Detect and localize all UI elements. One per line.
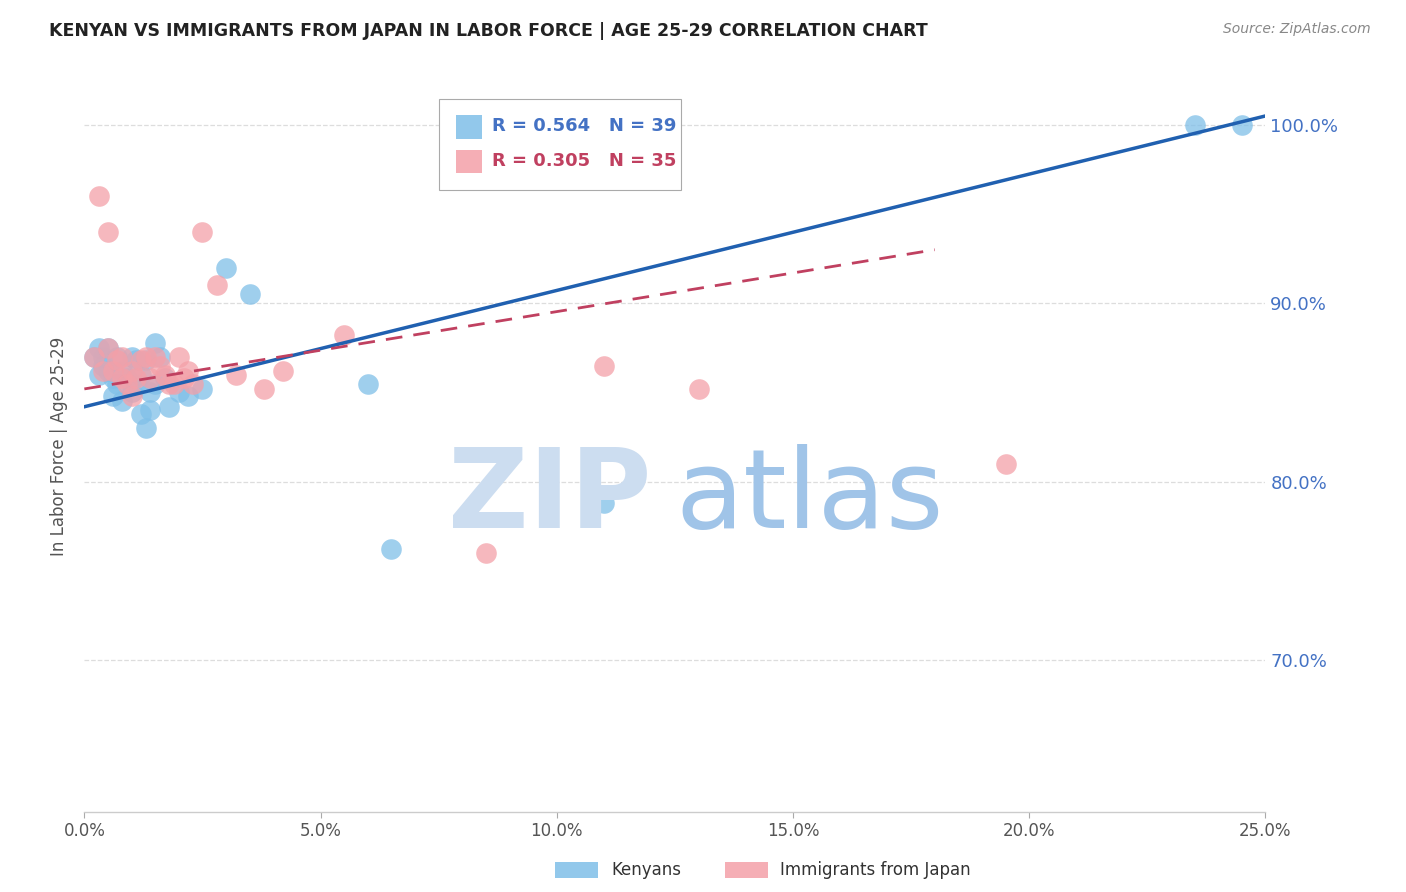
Point [107,376,129,391]
Point [121,385,143,400]
Point [181,376,204,391]
Point [111,364,134,378]
Point [1184,118,1206,132]
Text: Kenyans: Kenyans [612,861,682,879]
Bar [457,115,482,139]
Point [994,457,1017,471]
Point [157,400,180,414]
Point [125,353,148,368]
Text: ZIP: ZIP [449,443,651,550]
Text: atlas: atlas [675,443,943,550]
Text: KENYAN VS IMMIGRANTS FROM JAPAN IN LABOR FORCE | AGE 25-29 CORRELATION CHART: KENYAN VS IMMIGRANTS FROM JAPAN IN LABOR… [49,22,928,40]
Point [688,382,710,396]
Text: Source: ZipAtlas.com: Source: ZipAtlas.com [1223,22,1371,37]
Point [115,371,138,385]
Point [139,385,162,400]
Point [239,287,262,301]
Text: R = 0.564   N = 39: R = 0.564 N = 39 [492,118,676,136]
Point [129,407,152,421]
Point [173,371,195,385]
Point [125,371,148,385]
Point [167,350,190,364]
Point [91,364,114,378]
Point [215,260,238,275]
Point [121,364,143,378]
Point [111,350,134,364]
Point [143,350,166,364]
Point [225,368,247,382]
Point [87,341,110,355]
Point [91,359,114,373]
Point [333,328,356,343]
Point [135,421,157,435]
Point [205,278,228,293]
FancyBboxPatch shape [439,99,681,190]
Point [357,376,380,391]
Point [97,364,120,378]
Point [101,371,124,385]
Point [97,341,120,355]
Point [135,353,157,368]
Point [380,542,402,557]
Bar [457,150,482,173]
Point [107,353,129,368]
Point [125,376,148,391]
Point [139,403,162,417]
Point [593,496,616,510]
Point [149,350,172,364]
Point [87,368,110,382]
Point [475,546,498,560]
Point [97,225,120,239]
Point [271,364,294,378]
Text: Immigrants from Japan: Immigrants from Japan [780,861,972,879]
Point [91,350,114,364]
Point [101,389,124,403]
Point [97,341,120,355]
Point [143,335,166,350]
Point [83,350,105,364]
Point [139,371,162,385]
Point [111,371,134,385]
Point [1230,118,1253,132]
Text: R = 0.305   N = 35: R = 0.305 N = 35 [492,152,676,169]
Point [253,382,276,396]
Point [121,350,143,364]
Point [153,371,176,385]
Point [135,350,157,364]
Point [83,350,105,364]
Point [163,376,186,391]
Point [107,350,129,364]
Point [157,376,180,391]
Point [167,385,190,400]
Y-axis label: In Labor Force | Age 25-29: In Labor Force | Age 25-29 [51,336,69,556]
Point [115,376,138,391]
Point [191,225,214,239]
Point [111,394,134,409]
Point [121,389,143,403]
Point [143,376,166,391]
Point [149,359,172,373]
Point [129,368,152,382]
Point [177,389,200,403]
Point [191,382,214,396]
Point [101,364,124,378]
Point [129,353,152,368]
Point [593,359,616,373]
Point [153,368,176,382]
Point [177,364,200,378]
Point [87,189,110,203]
